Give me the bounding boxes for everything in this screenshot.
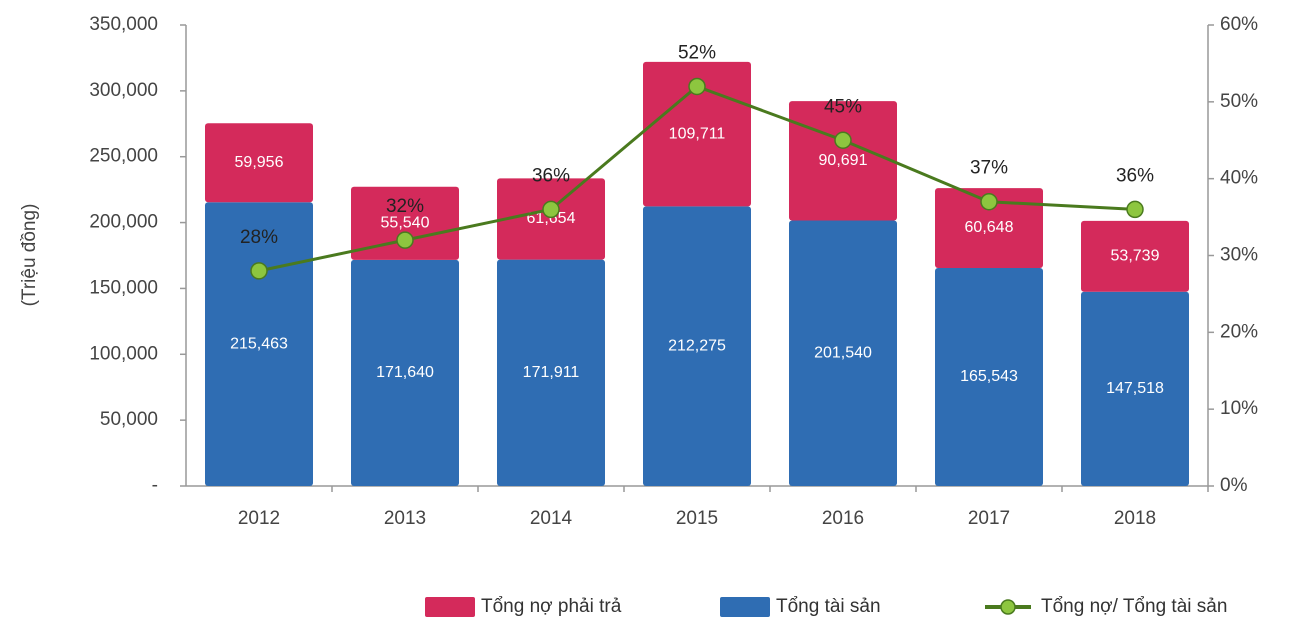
bar-value-label: 61,654 [527,210,576,227]
y2-tick-label: 60% [1220,14,1258,35]
y-tick-label: 100,000 [89,343,158,364]
bar-segment [205,123,313,203]
x-tick-label: 2018 [1114,508,1156,529]
line-marker [980,192,998,211]
line-marker [542,200,560,219]
bar-segment [935,267,1043,486]
legend-label: Tổng tài sản [776,596,881,617]
legend-marker [1000,599,1016,615]
x-tick-label: 2016 [822,508,864,529]
bar-segment [789,220,897,486]
line-marker [834,131,852,149]
bar-segment [935,188,1043,268]
bar-value-label: 201,540 [814,344,872,361]
line-marker [688,77,706,96]
line-marker [250,262,268,280]
y-tick-label: 350,000 [89,14,158,35]
y-tick-label: - [152,475,158,496]
x-tick-label: 2012 [238,508,280,529]
line-value-label: 45% [824,96,862,117]
y2-tick-label: 40% [1220,168,1258,189]
line-value-label: 28% [240,227,278,248]
y2-tick-label: 0% [1220,475,1248,496]
bar-value-label: 212,275 [668,337,726,354]
y2-tick-label: 10% [1220,398,1258,419]
line-value-label: 32% [386,196,424,217]
bar-segment [351,259,459,486]
line-marker [1126,200,1144,219]
y2-tick-label: 20% [1220,321,1258,342]
bar-value-label: 53,739 [1111,248,1160,265]
bar-value-label: 171,911 [523,364,580,381]
y-tick-label: 300,000 [89,80,158,101]
bar-segment [1081,220,1189,292]
y2-tick-label: 30% [1220,245,1258,266]
bar-value-label: 90,691 [819,152,868,169]
x-tick-label: 2017 [968,508,1010,529]
line-value-label: 37% [970,158,1008,179]
bar-value-label: 147,518 [1106,380,1164,397]
y-tick-label: 150,000 [89,277,158,298]
x-tick-label: 2014 [530,508,573,529]
bar-segment [497,178,605,260]
bar-segment [643,61,751,207]
legend-swatch [425,597,475,617]
bar-value-label: 215,463 [230,335,288,352]
bar-value-label: 165,543 [960,368,1018,385]
x-tick-label: 2015 [676,508,718,529]
y-tick-label: 50,000 [100,409,158,430]
bar-value-label: 59,956 [235,154,284,171]
bar-value-label: 109,711 [669,125,726,142]
bar-segment [1081,291,1189,486]
bar-segment [205,202,313,486]
line-value-label: 52% [678,42,716,63]
y-axis-label: (Triệu đồng) [19,204,40,307]
y-tick-label: 250,000 [89,146,158,167]
line-value-label: 36% [532,165,570,186]
legend-label: Tổng nợ phải trả [481,596,622,617]
bar-value-label: 55,540 [381,215,430,232]
legend-label: Tổng nợ/ Tổng tài sản [1041,596,1227,617]
line-value-label: 36% [1116,165,1154,186]
legend-swatch [720,597,770,617]
bar-value-label: 60,648 [965,219,1014,236]
y2-tick-label: 50% [1220,91,1258,112]
x-tick-label: 2013 [384,508,426,529]
bar-segment [351,186,459,260]
line-marker [396,231,414,249]
y-tick-label: 200,000 [89,212,158,233]
bar-segment [497,259,605,486]
bar-value-label: 171,640 [376,364,434,381]
bar-segment [643,206,751,486]
